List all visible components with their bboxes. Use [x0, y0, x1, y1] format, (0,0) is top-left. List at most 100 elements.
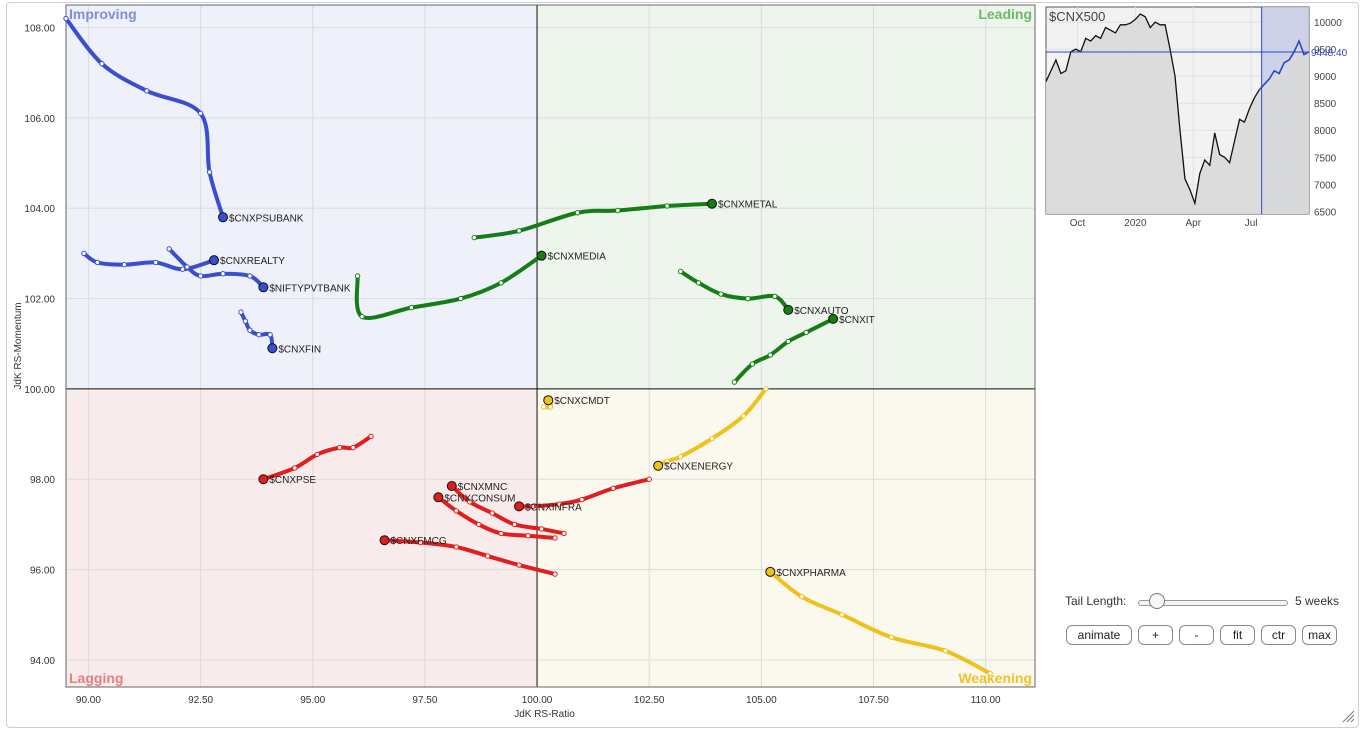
- tail-point: [839, 612, 845, 618]
- mini-y-tick-label: 6500: [1314, 207, 1337, 218]
- tail-point: [942, 648, 948, 654]
- y-tick-label: 106.00: [24, 114, 55, 125]
- series-cnxconsum: $CNXCONSUM: [433, 492, 558, 541]
- series-niftypvtbank: $NIFTYPVTBANK: [166, 246, 351, 294]
- series-head-point: [828, 313, 839, 324]
- y-tick-label: 108.00: [24, 24, 55, 35]
- series-head-point: [783, 304, 794, 315]
- x-tick-label: 110.00: [971, 695, 1001, 706]
- series-label: $CNXIT: [839, 315, 875, 326]
- tail-point: [256, 332, 262, 338]
- animate-button[interactable]: animate: [1066, 625, 1132, 645]
- tail-point: [664, 458, 670, 464]
- quadrant-improving: [66, 5, 538, 389]
- tail-point: [458, 295, 464, 302]
- tail-point: [556, 501, 563, 507]
- series-cnxpsubank: $CNXPSUBANK: [63, 15, 304, 224]
- quadrant-label-lagging: Lagging: [69, 670, 123, 686]
- series-cnxmetal: $CNXMETAL: [471, 198, 778, 241]
- y-tick-label: 102.00: [24, 295, 55, 306]
- series-label: $CNXENERGY: [664, 462, 733, 473]
- tail-point: [153, 259, 159, 266]
- tail-point: [718, 291, 724, 297]
- series-label: $CNXINFRA: [525, 502, 582, 513]
- mini-price-line: [1045, 13, 1260, 206]
- series-tail-line: [64, 16, 226, 220]
- center-button[interactable]: ctr: [1261, 625, 1296, 645]
- rrg-chart[interactable]: Improving Leading Lagging Weakening 90.00 92.…: [0, 0, 1040, 735]
- tail-point: [179, 266, 186, 272]
- quadrant-label-improving: Improving: [69, 6, 137, 22]
- series-head-point: [543, 395, 554, 406]
- resize-grip-icon[interactable]: [1341, 709, 1355, 723]
- y-tick-label: 96.00: [30, 566, 55, 577]
- tail-point: [772, 293, 778, 300]
- series-cnxcmdt: $CNXCMDT: [541, 395, 610, 410]
- tail-point: [740, 413, 747, 419]
- series-cnxmedia: $CNXMEDIA: [354, 250, 606, 320]
- mini-y-tick-label: 9500: [1314, 45, 1337, 56]
- tail-point: [247, 327, 253, 333]
- mini-chart-title: $CNX500: [1049, 9, 1105, 24]
- tail-point: [453, 508, 459, 514]
- tail-point: [695, 280, 702, 286]
- x-tick-label: 97.50: [412, 695, 437, 706]
- tail-point: [166, 246, 172, 252]
- tail-point: [574, 210, 581, 216]
- tail-point: [206, 169, 213, 175]
- tail-point: [121, 262, 128, 268]
- series-cnxpse: $CNXPSE: [258, 433, 374, 486]
- x-tick-label: 107.50: [858, 695, 889, 706]
- tail-point: [610, 485, 617, 491]
- series-head-point: [258, 282, 269, 293]
- tail-point: [247, 273, 253, 279]
- benchmark-mini-chart: 6500 7000 7500 8000 8500 9000 9500 10000 9448.40…: [1045, 6, 1348, 229]
- mini-area-fill: [1046, 14, 1309, 215]
- series-label: $CNXCMDT: [554, 396, 610, 407]
- tail-point: [197, 110, 204, 117]
- fit-button[interactable]: fit: [1220, 625, 1255, 645]
- tail-point: [467, 499, 473, 505]
- series-cnxrealty: $CNXREALTY: [81, 250, 285, 272]
- x-tick-label: 90.00: [76, 695, 101, 706]
- quadrant-lagging: [66, 388, 538, 687]
- series-head-point: [536, 250, 547, 261]
- tail-length-slider[interactable]: [1138, 600, 1288, 606]
- mini-y-tick-label: 8500: [1314, 99, 1337, 110]
- tail-point: [785, 338, 791, 345]
- zoom-out-button[interactable]: -: [1179, 625, 1214, 645]
- series-label: $CNXMETAL: [718, 200, 778, 211]
- tail-point: [238, 309, 244, 315]
- tail-length-value: 5 weeks: [1295, 594, 1340, 608]
- x-tick-label: 92.50: [188, 695, 213, 706]
- max-button[interactable]: max: [1302, 625, 1337, 645]
- series-tail-line: [768, 569, 993, 676]
- tail-point: [99, 61, 105, 67]
- tail-point: [81, 250, 87, 257]
- series-tail-line: [382, 538, 557, 577]
- quadrant-label-weakening: Weakening: [958, 670, 1032, 686]
- tail-point: [709, 435, 715, 442]
- series-label: $CNXPSE: [269, 475, 316, 486]
- tail-point: [541, 404, 547, 410]
- y-tick-label: 98.00: [30, 475, 55, 486]
- mini-x-tick-label: Jul: [1245, 218, 1258, 229]
- zoom-in-button[interactable]: +: [1138, 625, 1173, 645]
- x-tick-label: 105.00: [746, 695, 777, 706]
- tail-point: [664, 203, 670, 209]
- tail-point: [731, 379, 738, 385]
- tail-point: [292, 465, 298, 471]
- series-label: $CNXMNC: [458, 482, 507, 493]
- tail-point: [417, 539, 424, 546]
- mini-x-tick-label: 2020: [1124, 218, 1147, 229]
- tail-point: [529, 503, 536, 510]
- tail-point: [453, 544, 459, 550]
- series-head-point: [218, 212, 229, 223]
- tail-point: [677, 268, 684, 275]
- quadrant-leading: [537, 5, 1035, 389]
- series-cnxinfra: $CNXINFRA: [514, 476, 652, 513]
- mini-y-tick-label: 7000: [1314, 180, 1337, 191]
- tail-point: [220, 271, 226, 277]
- tail-length-slider-thumb[interactable]: [1148, 593, 1165, 609]
- mini-x-tick-label: Apr: [1185, 218, 1201, 229]
